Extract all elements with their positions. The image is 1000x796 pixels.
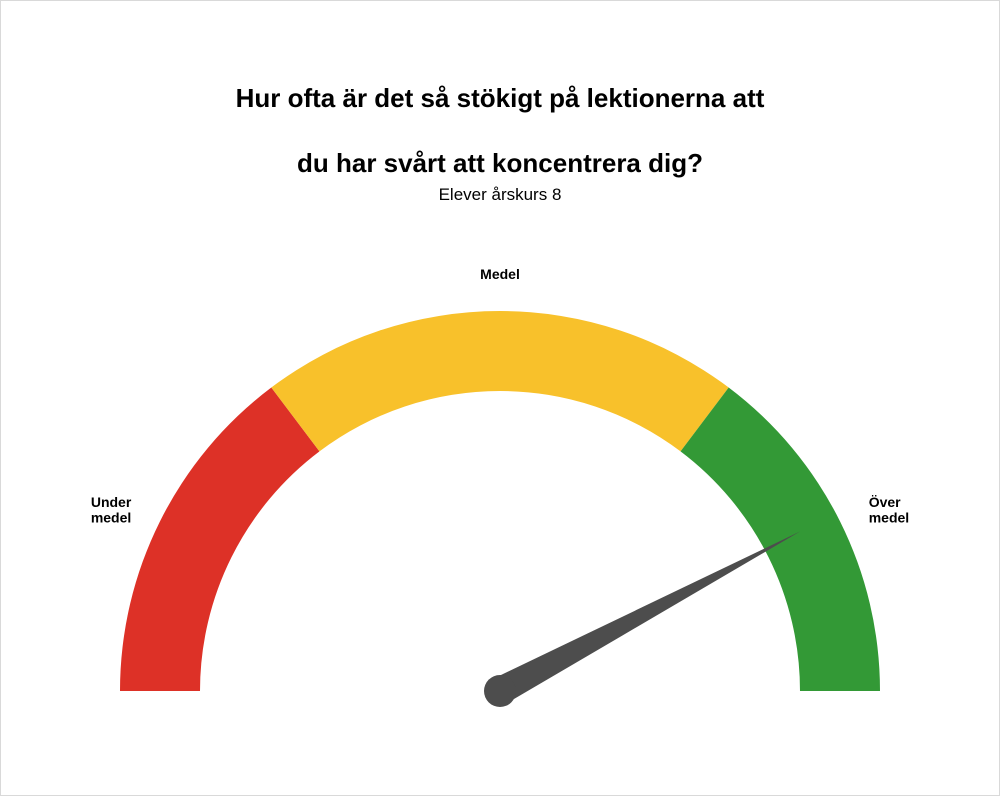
gauge-svg: Undermedel Medel Övermedel: [60, 191, 940, 751]
gauge-segment-0: [120, 388, 319, 691]
chart-title: Hur ofta är det så stökigt på lektionern…: [1, 49, 999, 179]
gauge-needle: [493, 531, 800, 703]
chart-frame: Hur ofta är det så stökigt på lektionern…: [0, 0, 1000, 796]
title-line-2: du har svårt att koncentrera dig?: [297, 148, 703, 178]
gauge-label-0: Undermedel: [91, 494, 132, 525]
gauge-pivot: [484, 675, 516, 707]
gauge-chart: Undermedel Medel Övermedel: [60, 191, 940, 711]
gauge-label-2: Övermedel: [869, 494, 909, 525]
title-block: Hur ofta är det så stökigt på lektionern…: [1, 49, 999, 205]
gauge-label-1: Medel: [480, 266, 520, 282]
title-line-1: Hur ofta är det så stökigt på lektionern…: [236, 83, 765, 113]
gauge-segment-1: [271, 311, 728, 451]
gauge-segment-2: [681, 388, 880, 691]
